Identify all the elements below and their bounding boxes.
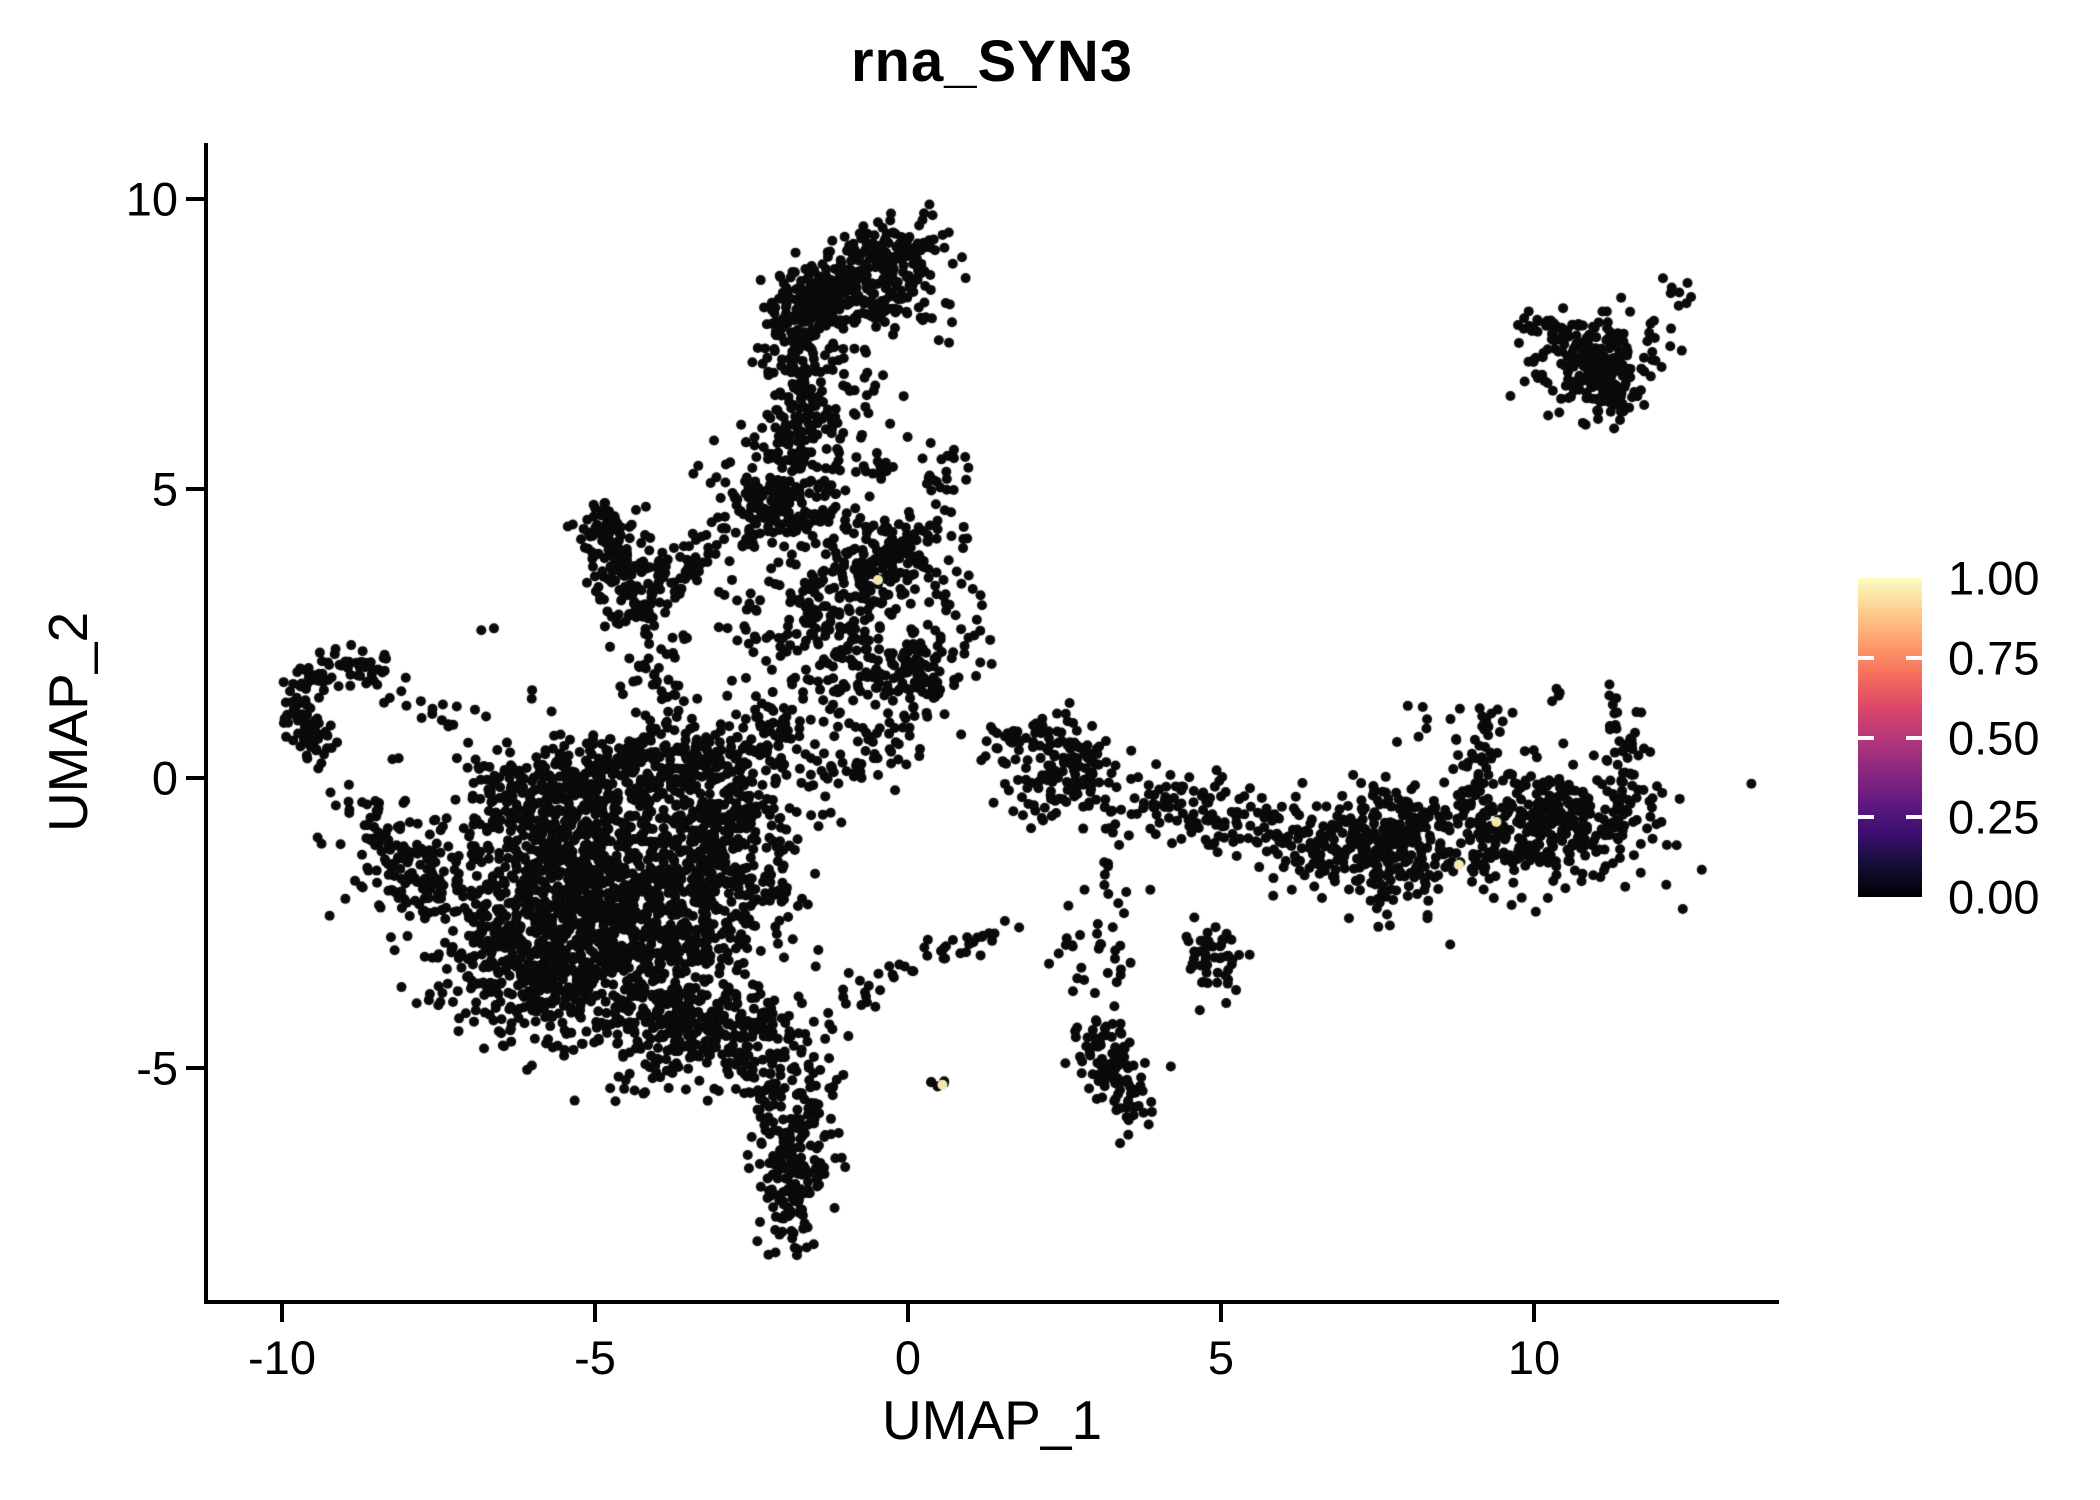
legend-tick-mark <box>1906 735 1922 740</box>
x-tick-mark <box>1532 1304 1536 1322</box>
y-tick-label: 10 <box>125 172 178 226</box>
y-tick-mark <box>186 1065 204 1070</box>
x-axis-line <box>204 1300 1779 1304</box>
legend-tick-mark <box>1906 815 1922 820</box>
x-tick-mark <box>280 1304 284 1322</box>
y-tick-label: 0 <box>151 751 178 805</box>
y-tick-mark <box>186 197 204 201</box>
y-tick-label: -5 <box>136 1041 178 1094</box>
x-tick-mark <box>593 1304 597 1322</box>
legend-tick-mark <box>1858 735 1874 740</box>
y-tick-mark <box>186 486 204 491</box>
y-axis-title: UMAP_2 <box>37 611 99 833</box>
y-tick-mark <box>186 776 204 780</box>
x-tick-label: -5 <box>574 1331 616 1384</box>
legend-tick-mark <box>1906 655 1922 660</box>
legend-label: 0.00 <box>1948 870 2040 924</box>
legend-label: 0.75 <box>1948 631 2040 685</box>
y-tick-label: 5 <box>151 462 178 515</box>
x-tick-label: -10 <box>248 1331 316 1384</box>
legend-tick-mark <box>1858 815 1874 820</box>
legend-label: 0.50 <box>1948 711 2040 764</box>
x-tick-mark <box>1219 1304 1223 1322</box>
x-tick-label: 10 <box>1507 1331 1561 1384</box>
x-tick-label: 0 <box>894 1331 922 1384</box>
x-tick-mark <box>906 1304 910 1322</box>
x-tick-label: 5 <box>1207 1331 1235 1384</box>
legend-tick-mark <box>1858 655 1874 660</box>
legend-label: 0.25 <box>1948 790 2040 844</box>
x-axis-title: UMAP_1 <box>881 1389 1103 1451</box>
legend-label: 1.00 <box>1948 551 2040 605</box>
y-axis-line <box>204 143 208 1304</box>
